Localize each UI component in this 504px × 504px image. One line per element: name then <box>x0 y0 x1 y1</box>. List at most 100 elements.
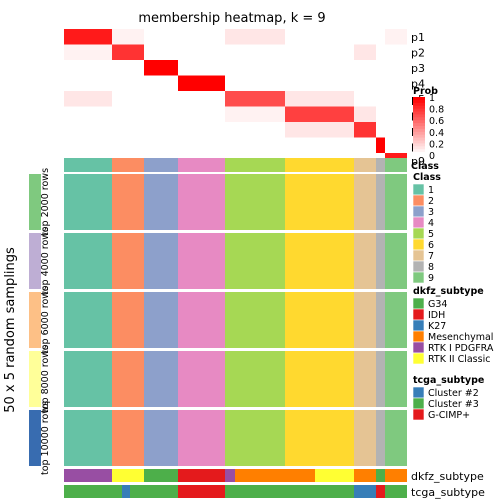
sampling-block-5-class-2 <box>112 410 144 466</box>
membership-cell-p1-class-6 <box>285 29 354 45</box>
membership-cell-p7-class-1 <box>64 122 112 138</box>
membership-cell-p1-class-2 <box>112 29 144 45</box>
tcga-track-segment <box>64 485 112 498</box>
membership-heatmap <box>64 29 407 169</box>
sampling-block-5-class-5 <box>225 410 285 466</box>
sampling-block-5-class-9 <box>385 410 407 466</box>
sampling-block-1-class-1 <box>64 174 112 230</box>
class-cell-4 <box>178 158 225 172</box>
tcga-track-label: tcga_subtype <box>411 486 485 499</box>
membership-cell-p3-class-3 <box>144 60 178 76</box>
class-annotation-row: Class <box>64 158 439 172</box>
sampling-block-5-class-6 <box>285 410 354 466</box>
class-legend-item: 3 <box>428 207 434 218</box>
prob-legend-tick: 0.2 <box>429 139 444 150</box>
sampling-block-1-class-2 <box>112 174 144 230</box>
membership-cell-p7-class-4 <box>178 122 225 138</box>
sampling-group-label: top 4000 rows <box>40 227 51 295</box>
sampling-group-bar <box>29 410 41 466</box>
random-sampling-heatmap <box>64 174 407 466</box>
sampling-group-label: top 8000 rows <box>40 345 51 413</box>
membership-cell-p6-class-6 <box>285 106 354 122</box>
class-legend-item: 5 <box>428 229 434 240</box>
sampling-block-1-class-7 <box>354 174 376 230</box>
tcga-track-segment <box>144 485 178 498</box>
prob-gradient-step <box>413 140 425 144</box>
membership-cell-p6-class-1 <box>64 106 112 122</box>
class-legend-swatch <box>412 249 425 262</box>
membership-cell-p8-class-9 <box>385 137 407 153</box>
class-cell-3 <box>144 158 178 172</box>
tcga-legend-item: Cluster #3 <box>428 399 479 410</box>
membership-cell-p4-class-5 <box>225 75 285 91</box>
membership-cell-p4-class-4 <box>178 75 225 91</box>
class-cell-8 <box>376 158 385 172</box>
sampling-block-1-class-3 <box>144 174 178 230</box>
class-legend-item: 2 <box>428 196 434 207</box>
prob-gradient-step <box>413 137 425 141</box>
sampling-block-1-class-8 <box>376 174 385 230</box>
sampling-group-bar <box>29 174 41 230</box>
dkfz-legend-swatch <box>412 319 425 332</box>
membership-cell-p4-class-3 <box>144 75 178 91</box>
membership-row-label: p1 <box>411 31 425 44</box>
membership-cell-p8-class-2 <box>112 137 144 153</box>
dkfz-legend-swatch <box>412 330 425 343</box>
membership-cell-p1-class-1 <box>64 29 112 45</box>
membership-row-label: p3 <box>411 62 425 75</box>
dkfz-track-segment <box>235 469 285 482</box>
membership-cell-p6-class-7 <box>354 106 376 122</box>
tcga-legend-swatch <box>412 408 425 421</box>
prob-gradient-step <box>413 143 425 147</box>
sampling-block-1-class-6 <box>285 174 354 230</box>
sampling-block-3-class-5 <box>225 292 285 348</box>
tcga-track-segment <box>178 485 225 498</box>
sampling-block-2-class-5 <box>225 233 285 289</box>
membership-cell-p7-class-5 <box>225 122 285 138</box>
tcga-track-segment <box>385 485 407 498</box>
membership-cell-p4-class-8 <box>376 75 385 91</box>
tcga-legend-swatch <box>412 397 425 410</box>
sampling-group-label: top 2000 rows <box>40 168 51 236</box>
class-cell-1 <box>64 158 112 172</box>
membership-cell-p8-class-6 <box>285 137 354 153</box>
membership-cell-p4-class-7 <box>354 75 376 91</box>
membership-cell-p7-class-6 <box>285 122 354 138</box>
membership-cell-p8-class-8 <box>376 137 385 153</box>
sampling-block-5-class-7 <box>354 410 376 466</box>
class-legend-item: 9 <box>428 273 434 284</box>
membership-cell-p7-class-7 <box>354 122 376 138</box>
tcga-legend-title: tcga_subtype <box>413 375 484 386</box>
membership-cell-p8-class-4 <box>178 137 225 153</box>
membership-cell-p1-class-7 <box>354 29 376 45</box>
dkfz-track-segment <box>315 469 354 482</box>
dkfz-track-segment <box>376 469 385 482</box>
tcga-track-segment <box>130 485 144 498</box>
membership-cell-p7-class-9 <box>385 122 407 138</box>
sampling-group-bar <box>29 351 41 407</box>
class-row-label: Class <box>411 161 439 172</box>
prob-legend-tick: 0.6 <box>429 116 444 127</box>
dkfz-legend-swatch <box>412 341 425 354</box>
membership-cell-p1-class-8 <box>376 29 385 45</box>
prob-legend-tick: 1 <box>429 93 435 104</box>
sampling-block-1-class-5 <box>225 174 285 230</box>
sampling-group-bar <box>29 292 41 348</box>
prob-gradient-step <box>413 128 425 133</box>
membership-cell-p8-class-1 <box>64 137 112 153</box>
membership-cell-p3-class-9 <box>385 60 407 76</box>
membership-cell-p5-class-2 <box>112 91 144 107</box>
tcga-track-segment <box>376 485 385 498</box>
sampling-block-2-class-8 <box>376 233 385 289</box>
membership-row-label: p9 <box>411 155 425 168</box>
sampling-block-2-class-1 <box>64 233 112 289</box>
prob-gradient-step <box>413 146 425 150</box>
membership-cell-p5-class-9 <box>385 91 407 107</box>
class-legend-swatch <box>412 238 425 251</box>
prob-gradient-step <box>413 97 425 101</box>
sampling-block-3-class-1 <box>64 292 112 348</box>
tcga-legend-item: G-CIMP+ <box>428 410 470 421</box>
